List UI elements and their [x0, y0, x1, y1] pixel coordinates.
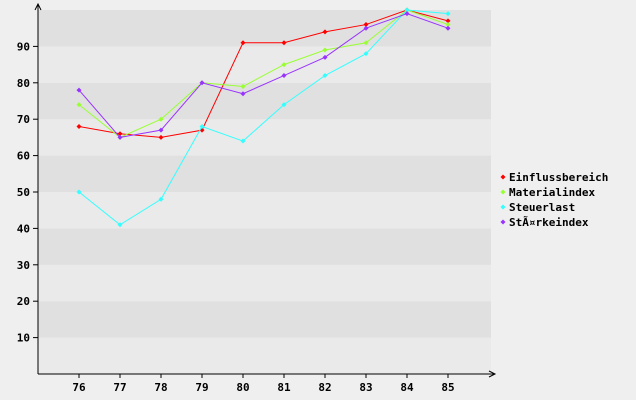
data-point — [240, 40, 246, 46]
data-point — [281, 40, 287, 46]
y-tick-label: 70 — [17, 113, 30, 126]
grid-band — [38, 10, 491, 47]
y-axis-arrow — [34, 2, 42, 11]
series-2 — [76, 7, 451, 228]
data-point — [199, 127, 205, 133]
data-point — [363, 40, 369, 46]
grid-band — [38, 192, 491, 229]
series-line — [78, 13, 449, 138]
data-point — [76, 123, 82, 129]
data-point — [363, 51, 369, 57]
data-point — [404, 7, 410, 13]
data-point — [158, 134, 164, 140]
x-tick-label: 85 — [441, 381, 454, 394]
grid-band — [38, 46, 491, 83]
data-point — [76, 87, 82, 93]
x-tick-label: 77 — [113, 381, 126, 394]
y-tick-label: 30 — [17, 259, 30, 272]
y-axis-ticks: 10 20 30 40 50 60 70 80 90 — [17, 40, 38, 345]
legend-marker — [500, 174, 506, 180]
data-point — [322, 73, 328, 79]
legend-label: StÃ¤rkeindex — [509, 216, 589, 229]
data-point — [281, 102, 287, 108]
y-tick-label: 50 — [17, 186, 30, 199]
grid-band — [38, 119, 491, 156]
y-tick-label: 60 — [17, 150, 30, 163]
data-point — [404, 11, 410, 17]
x-tick-label: 84 — [400, 381, 414, 394]
series-layer — [76, 7, 451, 228]
y-tick-label: 40 — [17, 222, 30, 235]
legend-marker — [500, 204, 506, 210]
legend-marker — [500, 189, 506, 195]
x-tick-label: 82 — [318, 381, 331, 394]
data-point — [281, 73, 287, 79]
data-point — [445, 25, 451, 31]
data-point — [240, 83, 246, 89]
x-tick-label: 78 — [154, 381, 167, 394]
y-tick-label: 10 — [17, 332, 30, 345]
series-line — [78, 9, 449, 138]
grid-band — [38, 337, 491, 374]
y-tick-label: 20 — [17, 295, 30, 308]
data-point — [117, 134, 123, 140]
data-point — [363, 25, 369, 31]
x-tick-label: 76 — [72, 381, 86, 394]
data-point — [322, 47, 328, 53]
data-point — [445, 11, 451, 17]
data-point — [117, 222, 123, 228]
grid-bands — [38, 10, 491, 374]
axes — [34, 2, 497, 378]
data-point — [240, 91, 246, 97]
x-tick-label: 80 — [236, 381, 249, 394]
legend-label: Einflussbereich — [509, 171, 608, 184]
x-axis-arrow — [488, 370, 497, 378]
grid-band — [38, 82, 491, 120]
grid-band — [38, 228, 491, 265]
data-point — [322, 54, 328, 60]
data-point — [199, 80, 205, 86]
data-point — [76, 189, 82, 195]
grid-band — [38, 264, 491, 302]
data-point — [281, 62, 287, 68]
series-line — [78, 9, 449, 138]
series-line — [78, 9, 449, 226]
x-tick-label: 83 — [359, 381, 372, 394]
data-point — [445, 18, 451, 24]
data-point — [76, 102, 82, 108]
y-tick-label: 80 — [17, 77, 30, 90]
data-point — [117, 131, 123, 137]
data-point — [240, 138, 246, 144]
legend-label: Materialindex — [509, 186, 595, 199]
grid-band — [38, 301, 491, 338]
x-tick-label: 79 — [195, 381, 208, 394]
data-point — [199, 123, 205, 129]
data-point — [158, 127, 164, 133]
legend-label: Steuerlast — [509, 201, 575, 214]
x-tick-label: 81 — [277, 381, 291, 394]
x-axis-ticks: 76 77 78 79 80 81 82 83 84 85 — [72, 374, 455, 394]
data-point — [158, 116, 164, 122]
data-point — [158, 196, 164, 202]
y-tick-label: 90 — [17, 40, 30, 53]
data-point — [363, 22, 369, 28]
legend: Einflussbereich Materialindex Steuerlast St… — [500, 171, 608, 229]
grid-band — [38, 155, 491, 192]
legend-marker — [500, 219, 506, 225]
data-point — [445, 22, 451, 28]
series-3 — [76, 11, 451, 140]
data-point — [322, 29, 328, 35]
